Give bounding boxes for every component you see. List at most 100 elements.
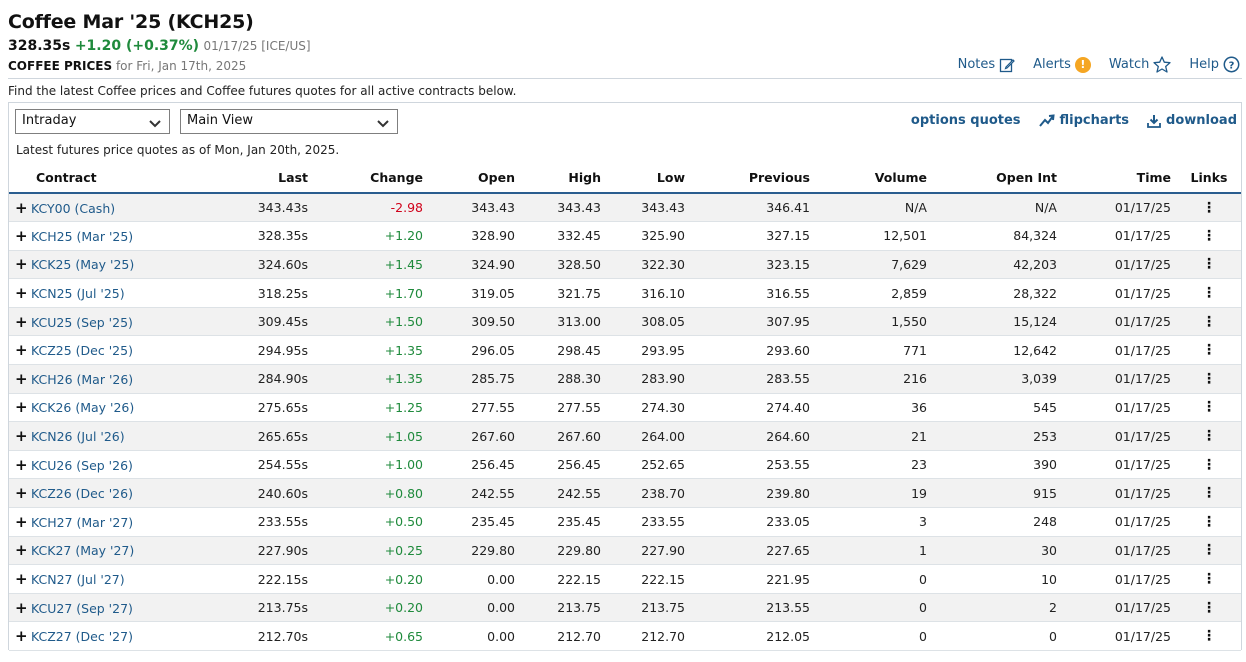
more-options-icon[interactable]: ⋮ [1202, 513, 1216, 530]
contract-link[interactable]: KCK25 (May '25) [31, 257, 135, 273]
cell-change: +1.20 [314, 221, 429, 251]
cell-high: 229.80 [521, 536, 607, 566]
contract-link[interactable]: KCK27 (May '27) [31, 543, 135, 559]
cell-high: 321.75 [521, 278, 607, 308]
expand-plus-icon[interactable]: + [15, 512, 28, 531]
more-options-icon[interactable]: ⋮ [1202, 428, 1216, 445]
col-open[interactable]: Open [429, 163, 521, 194]
cell-previous: 307.95 [691, 307, 816, 337]
expand-plus-icon[interactable]: + [15, 541, 28, 560]
cell-links: ⋮ [1177, 421, 1241, 451]
notes-link[interactable]: Notes [958, 56, 1016, 73]
more-options-icon[interactable]: ⋮ [1202, 542, 1216, 559]
cell-volume: 771 [816, 335, 933, 366]
more-options-icon[interactable]: ⋮ [1202, 399, 1216, 416]
cell-low: 293.95 [607, 335, 691, 366]
more-options-icon[interactable]: ⋮ [1202, 599, 1216, 616]
view-select[interactable]: Main View [180, 109, 398, 134]
col-high[interactable]: High [521, 163, 607, 194]
chevron-down-icon [377, 117, 389, 132]
expand-plus-icon[interactable]: + [15, 570, 28, 589]
more-options-icon[interactable]: ⋮ [1202, 370, 1216, 387]
options-quotes-link[interactable]: options quotes [911, 113, 1021, 128]
col-last[interactable]: Last [199, 163, 314, 194]
more-options-icon[interactable]: ⋮ [1202, 199, 1216, 216]
cell-time: 01/17/25 [1063, 450, 1177, 480]
price-meta: 01/17/25 [ICE/US] [203, 39, 311, 53]
cell-volume: 0 [816, 621, 933, 651]
expand-plus-icon[interactable]: + [15, 598, 28, 617]
cell-links: ⋮ [1177, 478, 1241, 509]
contract-link[interactable]: KCH26 (Mar '26) [31, 371, 134, 387]
more-options-icon[interactable]: ⋮ [1202, 256, 1216, 273]
cell-last: 328.35s [199, 221, 314, 251]
expand-plus-icon[interactable]: + [15, 627, 28, 646]
contract-link[interactable]: KCY00 (Cash) [31, 200, 116, 216]
cell-time: 01/17/25 [1063, 364, 1177, 394]
contract-link[interactable]: KCN27 (Jul '27) [31, 572, 125, 588]
download-label: download [1166, 113, 1237, 128]
cell-low: 264.00 [607, 421, 691, 451]
table-row: + KCU27 (Sep '27) 213.75s +0.20 0.00 213.75 21… [9, 593, 1241, 623]
expand-plus-icon[interactable]: + [15, 226, 28, 245]
more-options-icon[interactable]: ⋮ [1202, 227, 1216, 244]
cell-low: 212.70 [607, 621, 691, 651]
contract-link[interactable]: KCZ27 (Dec '27) [31, 629, 133, 645]
price-summary: 328.35s +1.20 (+0.37%) 01/17/25 [ICE/US] [8, 36, 1242, 56]
contract-link[interactable]: KCH27 (Mar '27) [31, 514, 134, 530]
watch-label: Watch [1108, 57, 1150, 72]
col-open-int[interactable]: Open Int [933, 163, 1063, 194]
more-options-icon[interactable]: ⋮ [1202, 571, 1216, 588]
cell-contract: + KCK26 (May '26) [9, 393, 199, 423]
cell-last: 294.95s [199, 335, 314, 366]
more-options-icon[interactable]: ⋮ [1202, 313, 1216, 330]
more-options-icon[interactable]: ⋮ [1202, 628, 1216, 645]
expand-plus-icon[interactable]: + [15, 427, 28, 446]
col-change[interactable]: Change [314, 163, 429, 194]
more-options-icon[interactable]: ⋮ [1202, 485, 1216, 502]
expand-plus-icon[interactable]: + [15, 369, 28, 388]
flipcharts-link[interactable]: flipcharts [1038, 113, 1129, 128]
col-time[interactable]: Time [1063, 163, 1177, 194]
expand-plus-icon[interactable]: + [15, 484, 28, 503]
contract-link[interactable]: KCU27 (Sep '27) [31, 600, 133, 616]
contract-link[interactable]: KCN26 (Jul '26) [31, 429, 125, 445]
expand-plus-icon[interactable]: + [15, 312, 28, 331]
star-icon [1153, 56, 1172, 73]
col-contract[interactable]: Contract [9, 163, 199, 194]
page-description: Find the latest Coffee prices and Coffee… [8, 84, 517, 98]
expand-plus-icon[interactable]: + [15, 255, 28, 274]
contract-link[interactable]: KCN25 (Jul '25) [31, 286, 125, 302]
cell-last: 254.55s [199, 450, 314, 480]
more-options-icon[interactable]: ⋮ [1202, 285, 1216, 302]
cell-previous: 213.55 [691, 593, 816, 623]
watch-link[interactable]: Watch [1108, 56, 1172, 73]
cell-last: 233.55s [199, 507, 314, 537]
help-link[interactable]: Help ? [1189, 56, 1240, 73]
contract-link[interactable]: KCK26 (May '26) [31, 400, 135, 416]
expand-plus-icon[interactable]: + [15, 284, 28, 303]
alerts-link[interactable]: Alerts ! [1033, 56, 1091, 73]
col-volume[interactable]: Volume [816, 163, 933, 194]
contract-link[interactable]: KCU26 (Sep '26) [31, 457, 133, 473]
contract-link[interactable]: KCU25 (Sep '25) [31, 314, 133, 330]
expand-plus-icon[interactable]: + [15, 341, 28, 360]
more-options-icon[interactable]: ⋮ [1202, 456, 1216, 473]
cell-change: -2.98 [314, 193, 429, 223]
col-previous[interactable]: Previous [691, 163, 816, 194]
contract-link[interactable]: KCH25 (Mar '25) [31, 228, 134, 244]
contract-link[interactable]: KCZ26 (Dec '26) [31, 486, 133, 502]
expand-plus-icon[interactable]: + [15, 398, 28, 417]
interval-select[interactable]: Intraday [15, 109, 170, 134]
cell-low: 308.05 [607, 307, 691, 337]
download-link[interactable]: download [1147, 113, 1237, 128]
expand-plus-icon[interactable]: + [15, 455, 28, 474]
expand-plus-icon[interactable]: + [15, 198, 28, 217]
cell-contract: + KCK27 (May '27) [9, 536, 199, 566]
cell-change: +0.20 [314, 564, 429, 594]
col-low[interactable]: Low [607, 163, 691, 194]
contract-link[interactable]: KCZ25 (Dec '25) [31, 343, 133, 359]
cell-high: 222.15 [521, 564, 607, 594]
cell-open: 229.80 [429, 536, 521, 566]
more-options-icon[interactable]: ⋮ [1202, 342, 1216, 359]
